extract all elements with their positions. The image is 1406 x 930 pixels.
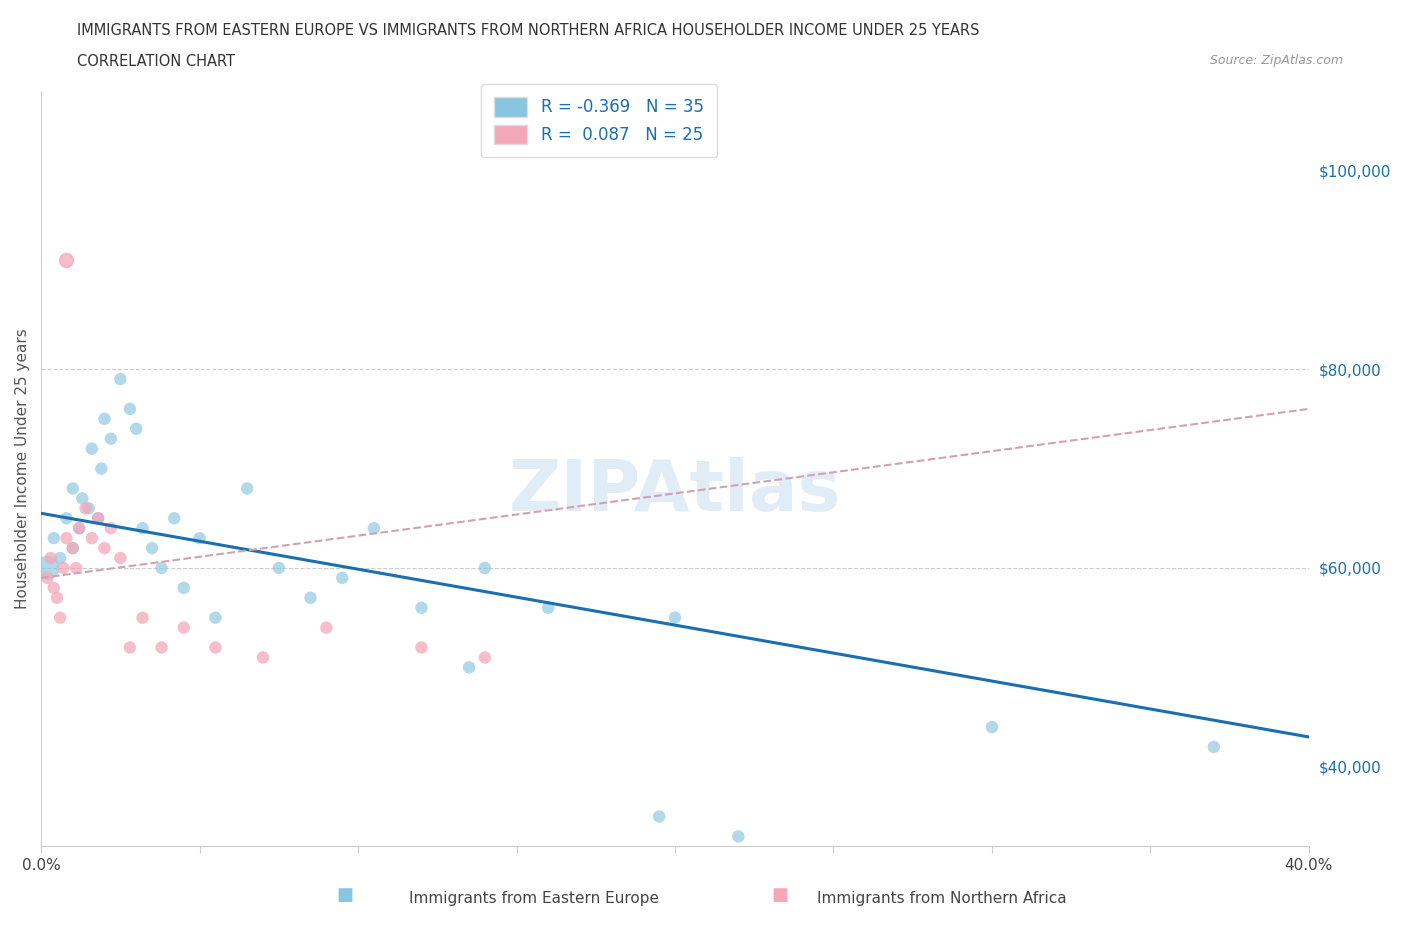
Legend: R = -0.369   N = 35, R =  0.087   N = 25: R = -0.369 N = 35, R = 0.087 N = 25 [481, 84, 717, 157]
Point [236, 481, 259, 496]
Point [87, 511, 110, 525]
Point [267, 561, 290, 576]
Point [37, 570, 59, 585]
Point [62, 540, 84, 555]
Text: ■: ■ [772, 886, 789, 904]
Point [315, 620, 337, 635]
Point [664, 610, 686, 625]
Text: Immigrants from Northern Africa: Immigrants from Northern Africa [817, 891, 1067, 906]
Point [188, 531, 211, 546]
Point [46, 591, 69, 605]
Point [411, 640, 433, 655]
Text: ZIPAtlas: ZIPAtlas [509, 457, 841, 525]
Point [62, 481, 84, 496]
Point [80, 531, 103, 546]
Point [150, 561, 173, 576]
Point [55, 252, 77, 267]
Point [981, 720, 1004, 735]
Point [330, 570, 353, 585]
Point [80, 441, 103, 456]
Point [55, 531, 77, 546]
Text: CORRELATION CHART: CORRELATION CHART [77, 54, 235, 69]
Point [93, 540, 115, 555]
Point [474, 561, 496, 576]
Point [1202, 739, 1225, 754]
Point [411, 600, 433, 615]
Point [49, 551, 72, 565]
Point [648, 809, 671, 824]
Point [118, 640, 141, 655]
Point [150, 640, 173, 655]
Point [39, 551, 62, 565]
Point [458, 660, 481, 675]
Text: Immigrants from Eastern Europe: Immigrants from Eastern Europe [409, 891, 659, 906]
Point [42, 531, 65, 546]
Point [204, 640, 226, 655]
Point [62, 540, 84, 555]
Point [55, 511, 77, 525]
Point [67, 521, 90, 536]
Text: IMMIGRANTS FROM EASTERN EUROPE VS IMMIGRANTS FROM NORTHERN AFRICA HOUSEHOLDER IN: IMMIGRANTS FROM EASTERN EUROPE VS IMMIGR… [77, 23, 980, 38]
Point [204, 610, 226, 625]
Point [163, 511, 186, 525]
Point [110, 551, 132, 565]
Point [77, 501, 100, 516]
Point [173, 580, 195, 595]
Point [141, 540, 163, 555]
Point [474, 650, 496, 665]
Y-axis label: Householder Income Under 25 years: Householder Income Under 25 years [15, 328, 30, 609]
Point [299, 591, 322, 605]
Point [125, 421, 148, 436]
Point [252, 650, 274, 665]
Point [42, 580, 65, 595]
Point [87, 511, 110, 525]
Point [173, 620, 195, 635]
Point [52, 561, 75, 576]
Point [110, 372, 132, 387]
Point [363, 521, 385, 536]
Point [100, 521, 122, 536]
Point [131, 610, 153, 625]
Point [537, 600, 560, 615]
Point [90, 461, 112, 476]
Point [100, 432, 122, 446]
Point [727, 829, 749, 844]
Point [118, 402, 141, 417]
Point [75, 501, 97, 516]
Text: Source: ZipAtlas.com: Source: ZipAtlas.com [1209, 54, 1343, 67]
Point [67, 521, 90, 536]
Point [37, 561, 59, 576]
Text: ■: ■ [336, 886, 353, 904]
Point [93, 411, 115, 426]
Point [65, 561, 87, 576]
Point [131, 521, 153, 536]
Point [49, 610, 72, 625]
Point [72, 491, 94, 506]
